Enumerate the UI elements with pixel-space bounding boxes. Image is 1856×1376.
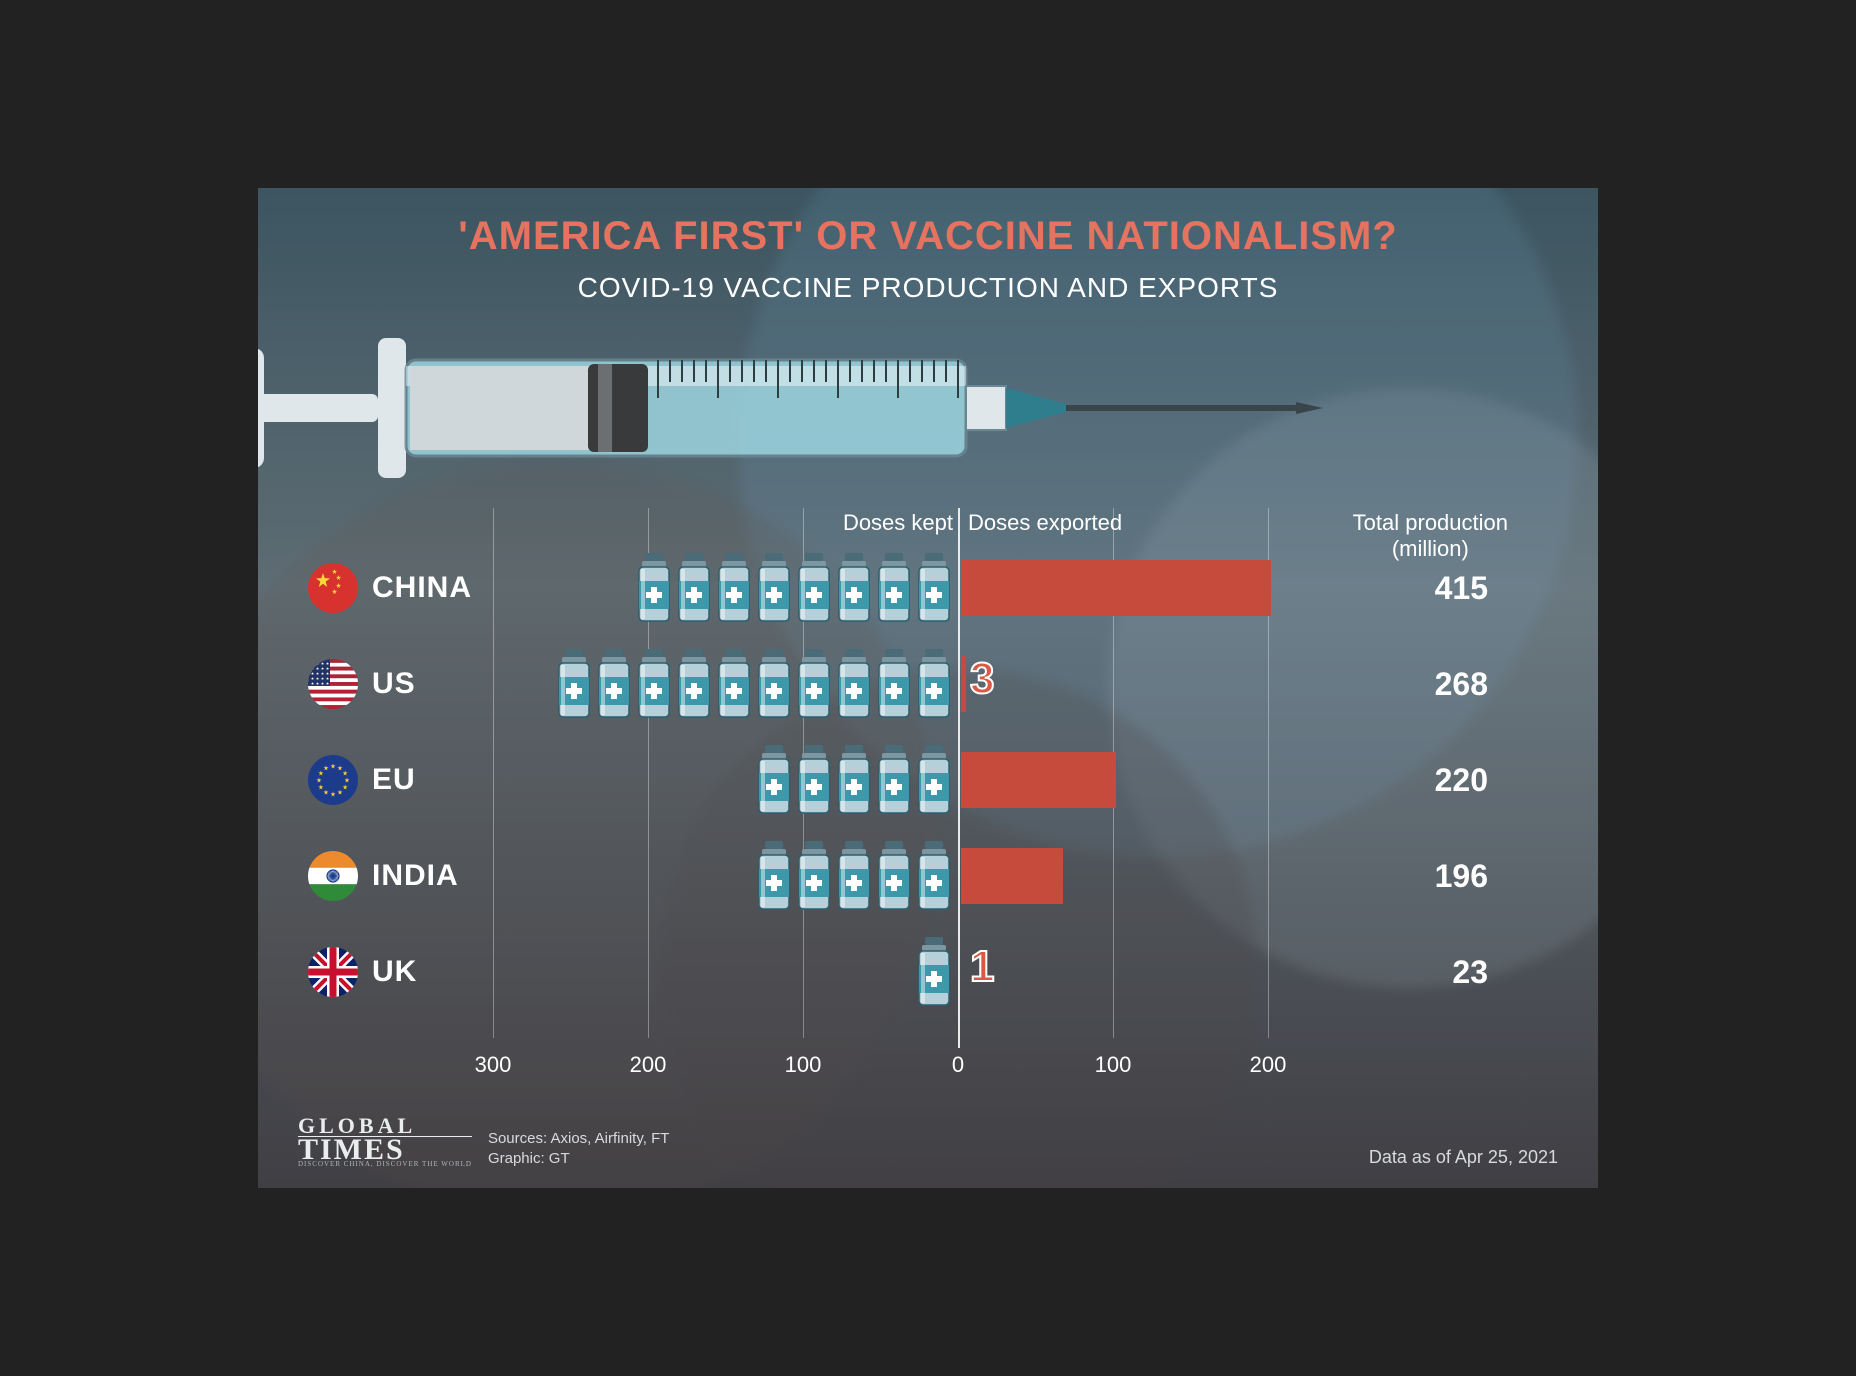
vial-icon [675, 649, 713, 719]
vial-icon [875, 649, 913, 719]
total-production-value: 23 [1452, 954, 1488, 991]
kept-vials [915, 937, 953, 1007]
logo-tagline: DISCOVER CHINA, DISCOVER THE WORLD [298, 1162, 472, 1168]
country-label: US [372, 667, 416, 701]
axis-tick-label: 100 [1095, 1052, 1132, 1078]
vial-icon [835, 649, 873, 719]
kept-vials [755, 745, 953, 815]
kept-vials [755, 841, 953, 911]
syringe-illustration [258, 308, 1338, 508]
logo-line2: TIMES [298, 1136, 472, 1163]
vial-icon [915, 553, 953, 623]
uk-flag-icon [308, 947, 358, 997]
vial-icon [915, 937, 953, 1007]
axis-tick-label: 200 [630, 1052, 667, 1078]
exported-value-label: 1 [970, 942, 994, 992]
main-title-text: 'AMERICA FIRST' OR VACCINE NATIONALISM? [458, 214, 1397, 258]
exported-bar [961, 848, 1063, 904]
vial-icon [915, 841, 953, 911]
total-production-value: 196 [1435, 858, 1488, 895]
subtitle-text: COVID-19 VACCINE PRODUCTION AND EXPORTS [258, 272, 1598, 304]
chart-area: Doses kept Doses exported Total producti… [308, 538, 1548, 1088]
eu-flag-icon [308, 755, 358, 805]
vial-icon [555, 649, 593, 719]
vial-icon [835, 841, 873, 911]
vial-icon [635, 649, 673, 719]
footer: GLOBAL TIMES DISCOVER CHINA, DISCOVER TH… [298, 1117, 1558, 1168]
publisher-logo: GLOBAL TIMES DISCOVER CHINA, DISCOVER TH… [298, 1117, 472, 1168]
axis-tick-label: 100 [785, 1052, 822, 1078]
vial-icon [795, 553, 833, 623]
china-flag-icon [308, 563, 358, 613]
kept-vials [635, 553, 953, 623]
infographic-root: 'AMERICA FIRST' OR VACCINE NATIONALISM? … [258, 188, 1598, 1188]
data-row-india: INDIA 196 [308, 836, 1548, 916]
us-flag-icon [308, 659, 358, 709]
country-label: INDIA [372, 859, 459, 893]
vial-icon [795, 841, 833, 911]
exported-bar [961, 752, 1116, 808]
india-flag-icon [308, 851, 358, 901]
country-label: CHINA [372, 571, 472, 605]
vial-icon [715, 649, 753, 719]
exported-bar [961, 656, 966, 712]
vial-icon [635, 553, 673, 623]
country-label: UK [372, 955, 417, 989]
axis-tick-label: 200 [1250, 1052, 1287, 1078]
vial-icon [755, 841, 793, 911]
data-row-eu: EU 220 [308, 740, 1548, 820]
vial-icon [715, 553, 753, 623]
vial-icon [875, 841, 913, 911]
graphic-credit: Graphic: GT [488, 1149, 669, 1169]
data-row-china: CHINA 415 [308, 548, 1548, 628]
data-row-uk: UK 1 23 [308, 932, 1548, 1012]
main-title: 'AMERICA FIRST' OR VACCINE NATIONALISM? [258, 214, 1598, 259]
vial-icon [915, 649, 953, 719]
footer-date: Data as of Apr 25, 2021 [1369, 1147, 1558, 1168]
country-label: EU [372, 763, 416, 797]
footer-sources: Sources: Axios, Airfinity, FT Graphic: G… [488, 1129, 669, 1168]
vial-icon [595, 649, 633, 719]
axis-tick-label: 300 [475, 1052, 512, 1078]
vial-icon [755, 649, 793, 719]
vial-icon [795, 745, 833, 815]
legend-doses-kept: Doses kept [843, 510, 953, 536]
vial-icon [835, 553, 873, 623]
total-production-value: 415 [1435, 570, 1488, 607]
vial-icon [875, 745, 913, 815]
vial-icon [675, 553, 713, 623]
sources-text: Sources: Axios, Airfinity, FT [488, 1129, 669, 1149]
exported-value-label: 3 [970, 654, 994, 704]
axis-tick-label: 0 [952, 1052, 964, 1078]
kept-vials [555, 649, 953, 719]
vial-icon [835, 745, 873, 815]
vial-icon [875, 553, 913, 623]
total-production-value: 220 [1435, 762, 1488, 799]
exported-bar [961, 560, 1271, 616]
total-production-value: 268 [1435, 666, 1488, 703]
vial-icon [915, 745, 953, 815]
data-row-us: US 3 268 [308, 644, 1548, 724]
legend-doses-exported: Doses exported [968, 510, 1122, 536]
vial-icon [795, 649, 833, 719]
vial-icon [755, 553, 793, 623]
vial-icon [755, 745, 793, 815]
